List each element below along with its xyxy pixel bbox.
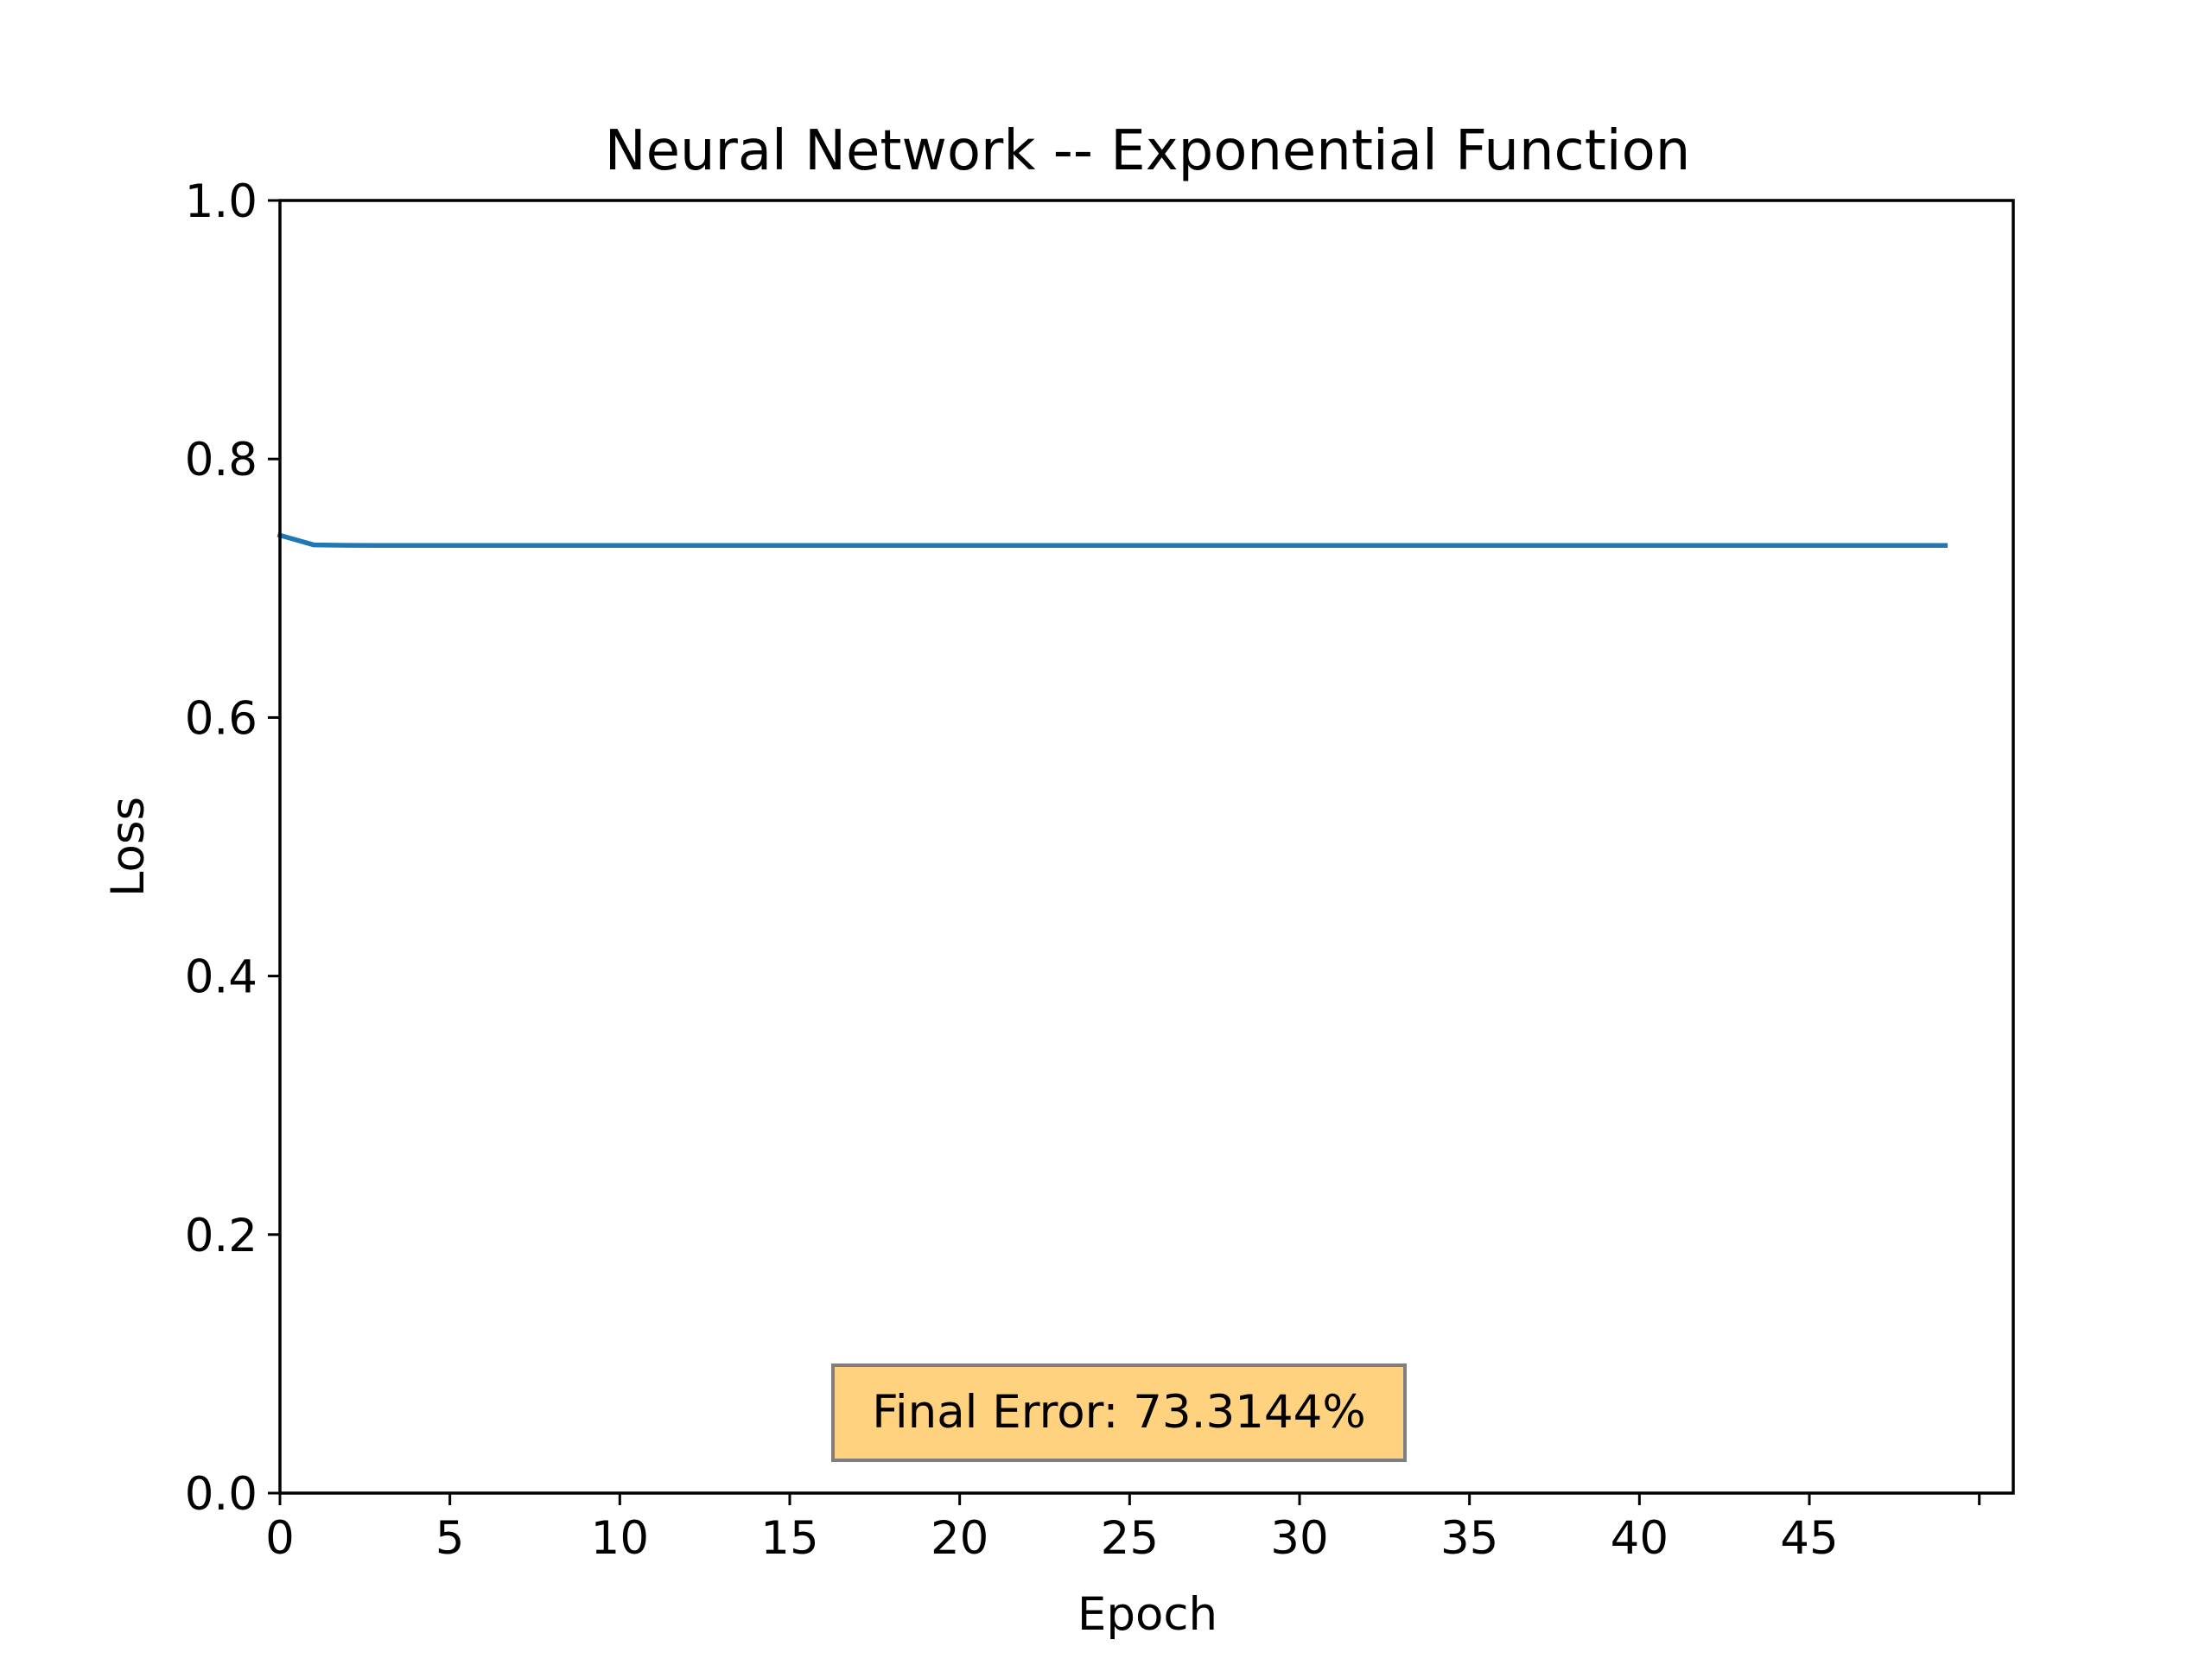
x-tick-label: 10 [591,1512,649,1565]
final-error-annotation: Final Error: 73.3144% [831,1363,1407,1462]
x-tick-label: 45 [1780,1512,1838,1565]
plot-area: Final Error: 73.3144% [276,199,2015,1495]
series-line-0 [276,532,1948,549]
annotation-box [831,1363,1407,1462]
series-layer [276,532,1948,549]
y-axis-label: Loss [102,797,155,897]
y-tick-label: 1.0 [185,175,257,228]
plot-frame [278,199,2015,1495]
x-tick-label: 20 [931,1512,988,1565]
y-axis: 0.0 0.2 0.4 0.6 0.8 1.0 [185,175,280,1521]
x-tick-label: 15 [760,1512,818,1565]
x-tick-label: 5 [435,1512,465,1565]
x-tick-label: 25 [1101,1512,1159,1565]
y-tick-label: 0.2 [185,1210,257,1262]
x-tick-label: 35 [1440,1512,1498,1565]
x-tick-label: 30 [1270,1512,1328,1565]
x-axis: 0 5 10 15 20 25 30 35 40 45 [265,1493,1981,1565]
x-tick-label: 40 [1611,1512,1669,1565]
y-tick-label: 0.8 [185,434,257,486]
y-tick-label: 0.4 [185,951,257,1004]
y-tick-label: 0.6 [185,692,257,745]
x-tick-label: 0 [265,1512,295,1565]
y-tick-label: 0.0 [185,1468,257,1521]
x-axis-label: Epoch [1077,1588,1217,1641]
annotation-text: Final Error: 73.3144% [872,1386,1365,1439]
plot-background [280,200,2013,1493]
chart-title: Neural Network -- Exponential Function [605,119,1691,183]
